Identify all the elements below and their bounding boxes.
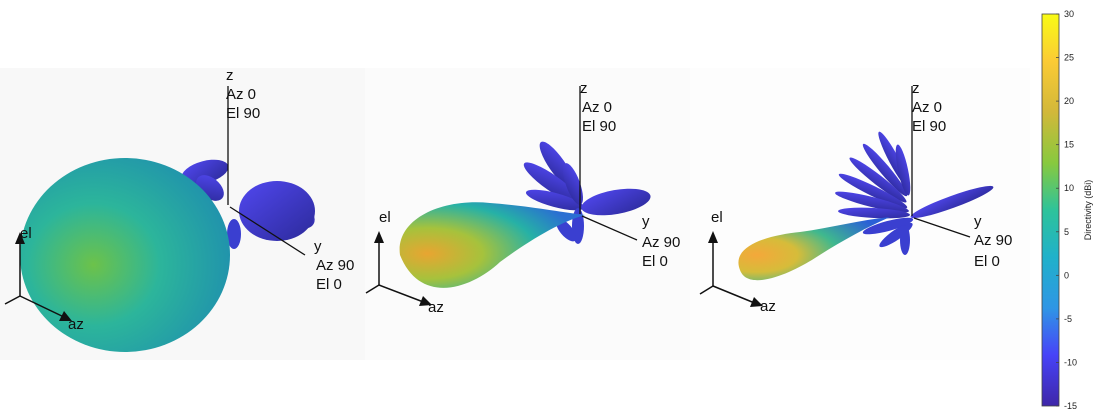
triad-az-label: az [428,299,444,316]
side-lobe [900,225,910,255]
arrow-head-icon [374,231,384,243]
back-lobe [239,181,315,241]
colorbar-tick-label: 20 [1064,96,1074,106]
side-lobe [862,143,908,197]
colorbar-tick-label: 30 [1064,9,1074,19]
side-lobe [838,173,908,209]
side-lobe [895,144,911,196]
arrow-head-icon [708,231,718,243]
arrow-head-icon [59,311,72,321]
arrow-head-icon [750,297,763,307]
y-axis-label: y [642,213,650,230]
back-lobe [910,185,994,219]
colorbar-title: Directivity (dBi) [1083,180,1093,241]
z-axis-el-label: El 90 [226,105,260,122]
z-axis-label: z [580,80,588,97]
colorbar-ticks: 30 25 20 15 10 5 0 -5 -10 -15 [1056,9,1077,411]
triad-az-label: az [760,298,776,315]
colorbar-tick-label: 5 [1064,227,1069,237]
side-lobe [523,162,581,204]
y-axis-el-label: El 0 [974,253,1000,270]
panel-2: z Az 0 El 90 y Az 90 El 0 el az [365,80,680,316]
orientation-triad: el az [4,225,84,333]
z-axis-el-label: El 90 [912,118,946,135]
colorbar-tick-label: -10 [1064,357,1077,367]
y-axis-label: y [974,213,982,230]
side-lobe [835,191,909,213]
back-lobe [581,188,651,216]
arrow-head-icon [15,232,25,244]
panel-1: z Az 0 El 90 y Az 90 El 0 el az [4,67,354,352]
y-axis-line [581,215,638,241]
colorbar-tick-label: 25 [1064,53,1074,63]
z-axis-el-label: El 90 [582,118,616,135]
main-lobe [399,202,585,288]
colorbar-tick-label: 10 [1064,183,1074,193]
colorbar-tick-label: -15 [1064,401,1077,411]
z-axis-az-label: Az 0 [226,86,256,103]
triad-az-label: az [68,316,84,333]
side-lobe [838,207,910,219]
triad-el-label: el [20,225,32,242]
y-axis-line [913,217,971,238]
orientation-triad: el az [699,209,776,315]
z-axis-label: z [912,80,920,97]
y-axis-el-label: El 0 [642,253,668,270]
y-axis-az-label: Az 90 [316,257,354,274]
side-lobe [563,163,583,205]
side-lobe [227,219,241,249]
main-lobe [738,217,890,281]
colorbar-tick-label: -5 [1064,314,1072,324]
colorbar-tick-label: 15 [1064,140,1074,150]
orientation-triad: el az [365,209,444,316]
y-axis-az-label: Az 90 [642,234,680,251]
main-lobe [20,158,230,352]
z-axis-label: z [226,67,234,84]
panel-3: z Az 0 El 90 y Az 90 El 0 el az [699,80,1012,315]
y-axis-az-label: Az 90 [974,232,1012,249]
colorbar-gradient [1041,13,1060,407]
z-axis-az-label: Az 0 [582,99,612,116]
colorbar: 30 25 20 15 10 5 0 -5 -10 -15 Directivity (dBi) [1041,9,1093,411]
y-axis-label: y [314,238,322,255]
arrow-head-icon [419,296,432,306]
y-axis-el-label: El 0 [316,276,342,293]
side-lobe [555,218,577,242]
colorbar-tick-label: 0 [1064,270,1069,280]
side-lobe [862,217,914,235]
z-axis-az-label: Az 0 [912,99,942,116]
y-axis-line [229,206,306,256]
side-lobe [849,157,907,203]
triad-el-label: el [379,209,391,226]
triad-el-label: el [711,209,723,226]
side-lobe [525,189,585,211]
side-lobe [181,159,229,185]
